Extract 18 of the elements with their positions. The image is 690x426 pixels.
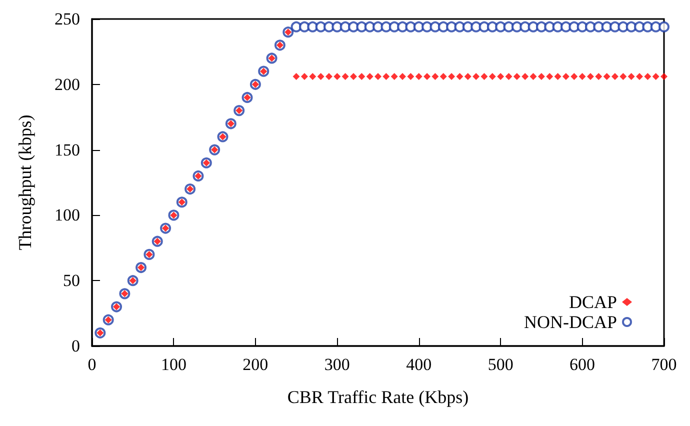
- x-axis-title: CBR Traffic Rate (Kbps): [287, 387, 469, 407]
- y-tick-label: 250: [54, 10, 80, 28]
- x-tick-label: 100: [160, 355, 186, 374]
- y-tick-label: 200: [54, 74, 80, 94]
- y-tick-label: 0: [72, 336, 80, 356]
- x-tick-label: 600: [570, 355, 596, 374]
- y-tick-label: 100: [54, 206, 80, 225]
- x-tick-label: 0: [88, 355, 96, 374]
- y-axis-title: Throughput (kbps): [15, 114, 35, 250]
- x-tick-label: 700: [651, 355, 677, 374]
- x-tick-label: 500: [488, 355, 514, 374]
- y-tick-label: 50: [63, 271, 80, 290]
- y-tick-label: 150: [54, 140, 80, 160]
- x-tick-label: 300: [324, 355, 350, 374]
- x-tick-label: 200: [242, 355, 268, 374]
- legend-label: NON-DCAP: [524, 312, 617, 332]
- legend-label: DCAP: [568, 292, 617, 312]
- x-tick-label: 400: [406, 355, 432, 374]
